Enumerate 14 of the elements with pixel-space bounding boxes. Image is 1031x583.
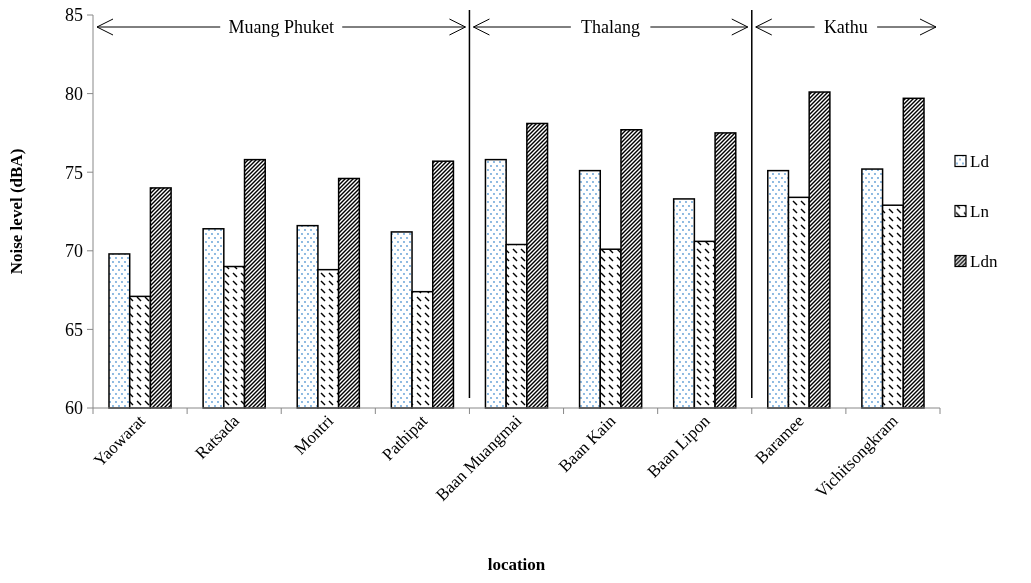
y-tick-label: 80 [65,83,83,104]
y-axis-title: Noise level (dBA) [7,148,26,275]
y-tick-label: 60 [65,398,83,419]
annotation: Thalang [581,17,641,38]
legend-label: Ld [970,152,990,172]
legend-label: Ldn [970,252,998,272]
y-tick-label: 65 [65,319,83,340]
x-axis-title: location [487,555,546,574]
annotation: Kathu [823,17,868,38]
y-tick-label: 85 [65,5,83,26]
annotation: Muang Phuket [228,17,334,38]
y-tick-label: 70 [65,241,83,262]
y-tick-label: 75 [65,162,83,183]
legend-label: Ln [970,202,990,222]
